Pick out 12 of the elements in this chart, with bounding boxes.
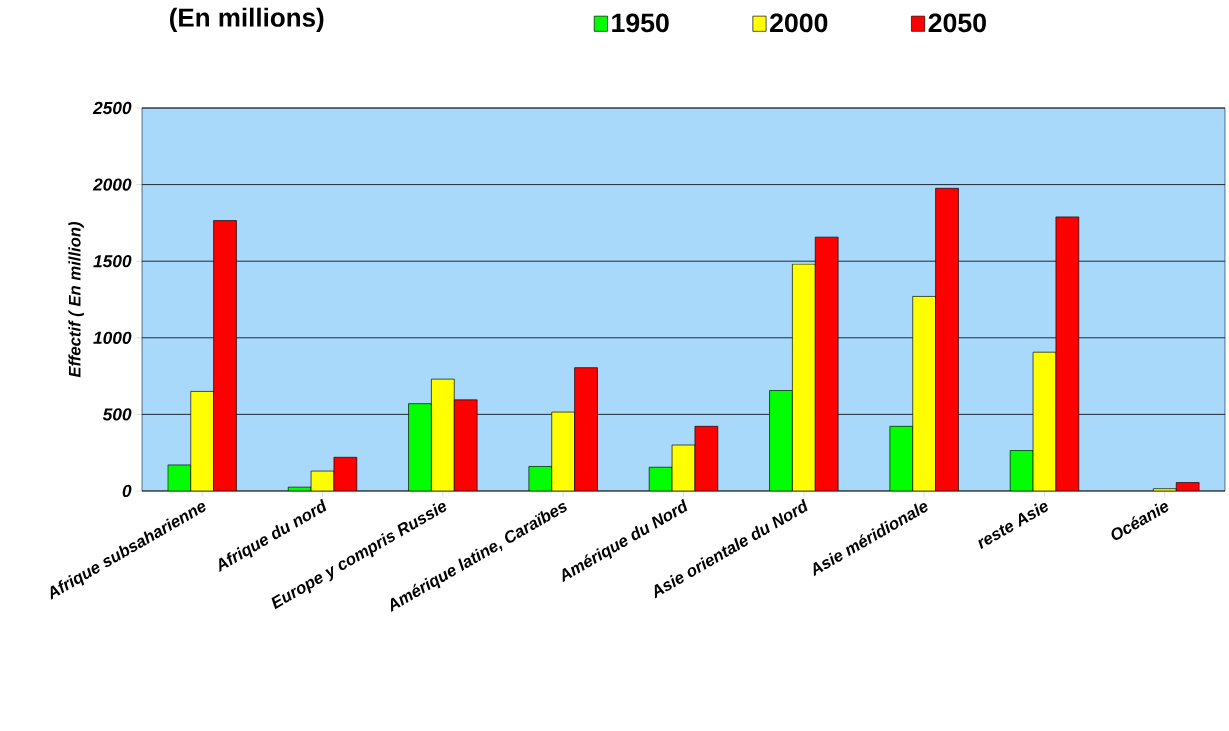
legend-label: 1950 [612, 13, 669, 33]
x-tick-label: reste Asie [978, 502, 1048, 550]
y-tick-label: 2500 [92, 101, 132, 115]
y-tick-label: 1000 [93, 331, 132, 344]
y-axis-title: Effectif ( En million) [68, 221, 84, 378]
y-tick-label: 500 [102, 408, 132, 421]
legend-label: 2050 [928, 13, 986, 33]
legend-label: 2000 [770, 13, 828, 33]
y-tick-label: 0 [122, 484, 132, 498]
y-tick-label: 2000 [92, 178, 132, 191]
y-tick-label: 1500 [93, 255, 132, 268]
chart-title: (En millions) [170, 7, 324, 32]
